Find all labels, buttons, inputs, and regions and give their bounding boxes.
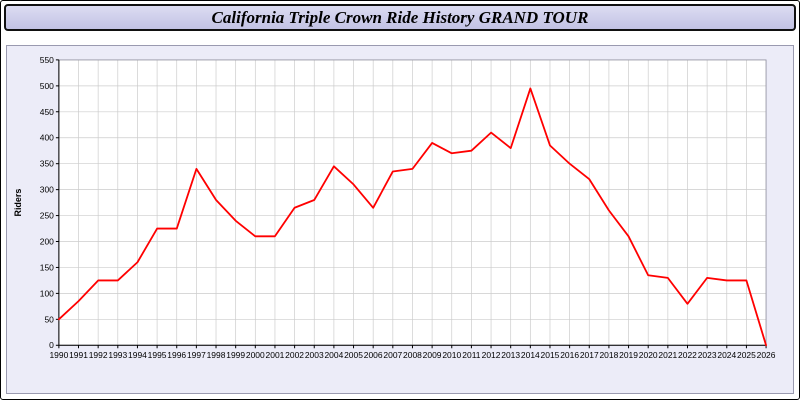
svg-text:500: 500 [40, 81, 54, 91]
chart-title-bar: California Triple Crown Ride History GRA… [4, 4, 796, 31]
svg-text:0: 0 [49, 340, 54, 350]
svg-text:450: 450 [40, 107, 54, 117]
svg-text:150: 150 [40, 262, 54, 272]
svg-text:1994: 1994 [128, 350, 147, 360]
svg-text:2003: 2003 [305, 350, 324, 360]
svg-text:50: 50 [44, 314, 54, 324]
svg-text:2009: 2009 [423, 350, 442, 360]
svg-text:2021: 2021 [658, 350, 677, 360]
riders-series-line [57, 87, 767, 347]
chart-title: California Triple Crown Ride History GRA… [211, 7, 589, 27]
y-axis-tick-labels: 0 50 100 150 200 250 300 350 400 450 500 550 [40, 55, 59, 350]
svg-text:350: 350 [40, 159, 54, 169]
svg-text:2023: 2023 [698, 350, 717, 360]
svg-text:2013: 2013 [501, 350, 520, 360]
svg-text:1993: 1993 [108, 350, 127, 360]
svg-text:300: 300 [40, 185, 54, 195]
svg-text:2025: 2025 [737, 350, 756, 360]
svg-text:2011: 2011 [462, 350, 481, 360]
svg-text:2006: 2006 [364, 350, 383, 360]
svg-text:2020: 2020 [639, 350, 658, 360]
svg-text:1990: 1990 [49, 350, 68, 360]
svg-text:1996: 1996 [167, 350, 186, 360]
svg-text:2016: 2016 [560, 350, 579, 360]
svg-text:2015: 2015 [541, 350, 560, 360]
svg-text:2008: 2008 [403, 350, 422, 360]
svg-text:550: 550 [40, 55, 54, 65]
svg-text:2002: 2002 [285, 350, 304, 360]
svg-text:1999: 1999 [226, 350, 245, 360]
svg-text:2018: 2018 [599, 350, 618, 360]
svg-text:2007: 2007 [383, 350, 402, 360]
svg-text:2024: 2024 [717, 350, 736, 360]
svg-text:1997: 1997 [187, 350, 206, 360]
svg-text:1995: 1995 [148, 350, 167, 360]
svg-text:200: 200 [40, 237, 54, 247]
svg-text:2022: 2022 [678, 350, 697, 360]
svg-text:1991: 1991 [69, 350, 88, 360]
y-axis-title: Riders [13, 189, 23, 217]
svg-text:1992: 1992 [89, 350, 108, 360]
svg-text:2026: 2026 [757, 350, 776, 360]
chart-panel: 0 50 100 150 200 250 300 350 400 450 500 550 1990 199… [6, 45, 794, 394]
svg-text:2005: 2005 [344, 350, 363, 360]
svg-text:1998: 1998 [207, 350, 226, 360]
x-axis-tick-labels: 1990 1991 1992 1993 1994 1995 1996 1997 1998 1999… [49, 345, 776, 360]
svg-text:400: 400 [40, 133, 54, 143]
svg-text:2001: 2001 [266, 350, 285, 360]
svg-text:2012: 2012 [482, 350, 501, 360]
svg-text:100: 100 [40, 288, 54, 298]
svg-text:2010: 2010 [442, 350, 461, 360]
svg-text:2000: 2000 [246, 350, 265, 360]
svg-text:2017: 2017 [580, 350, 599, 360]
svg-text:2019: 2019 [619, 350, 638, 360]
svg-text:2004: 2004 [324, 350, 343, 360]
grid-lines [58, 59, 767, 346]
svg-text:250: 250 [40, 211, 54, 221]
svg-text:2014: 2014 [521, 350, 540, 360]
